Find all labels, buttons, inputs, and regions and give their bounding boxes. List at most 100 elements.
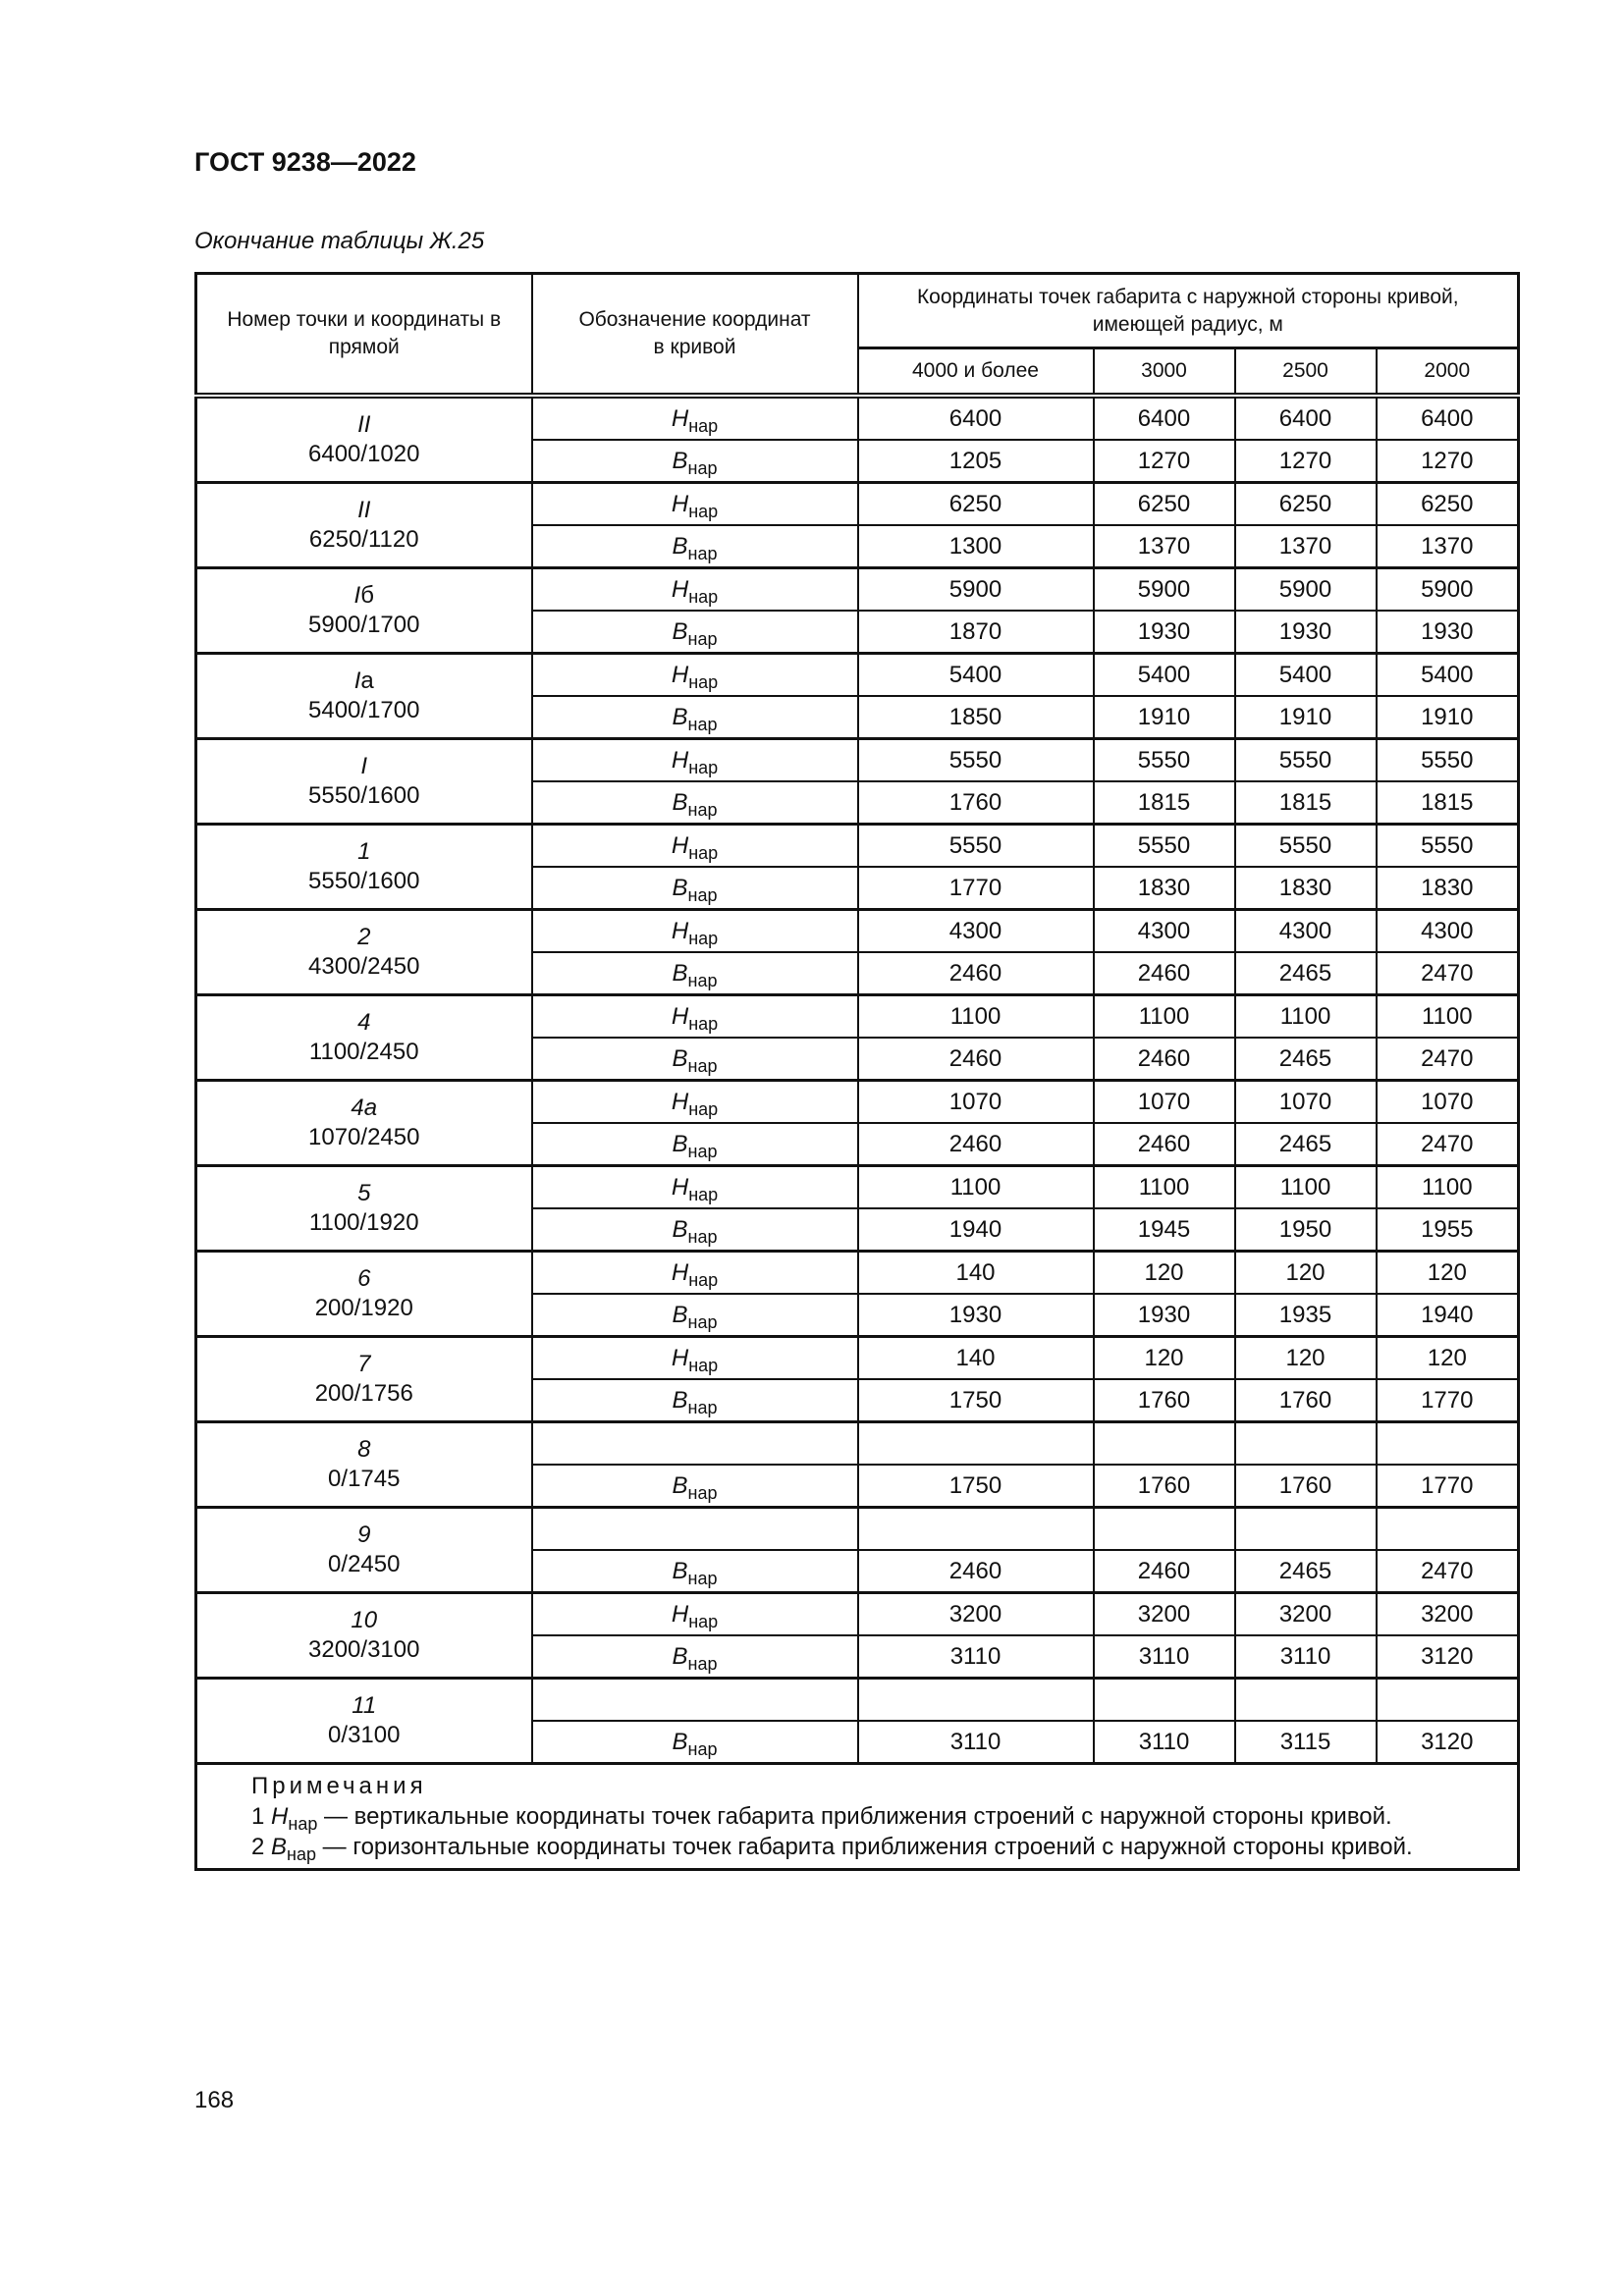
coordinate-symbol: Hнар — [530, 652, 859, 697]
empty-cell — [1233, 1506, 1378, 1551]
value-cell: 2460 — [856, 951, 1095, 996]
table-caption: Окончание таблицы Ж.25 — [194, 228, 485, 254]
table-row: Bнар 2460 2460 2465 2470 — [196, 951, 1520, 996]
symbol-letter: B — [672, 703, 688, 730]
symbol-letter: B — [672, 1557, 688, 1584]
value-cell: 1910 — [1375, 695, 1520, 740]
value-cell: 1370 — [1375, 524, 1520, 569]
symbol-letter: H — [671, 575, 689, 603]
coordinate-symbol: Hнар — [530, 566, 859, 612]
value-cell: 3200 — [1375, 1591, 1520, 1636]
notes: Примечания 1 Hнар — вертикальные координ… — [194, 1762, 1520, 1871]
table-row: Bнар 3110 3110 3115 3120 — [196, 1720, 1520, 1765]
symbol-letter: B — [672, 1044, 688, 1072]
coordinate-symbol: Bнар — [530, 695, 859, 740]
symbol-subscript: нар — [687, 1568, 718, 1588]
header-radius-2500: 2500 — [1233, 347, 1378, 399]
symbol-letter: B — [672, 1642, 688, 1670]
value-cell: 5400 — [1233, 652, 1378, 697]
value-cell: 1760 — [1233, 1378, 1378, 1423]
header-radius-3000: 3000 — [1092, 347, 1236, 399]
value-cell: 5550 — [1375, 823, 1520, 868]
coordinate-symbol: Hнар — [530, 1335, 859, 1380]
point-coords: 5550/1600 — [308, 782, 420, 809]
empty-cell — [1092, 1420, 1236, 1466]
value-cell: 1070 — [1233, 1079, 1378, 1124]
table-row: 4 1100/2450 Hнар 1100 1100 1100 1100 — [194, 993, 1520, 1082]
value-cell: 1370 — [1233, 524, 1378, 569]
value-cell: 2470 — [1375, 1037, 1520, 1082]
value-cell: 5400 — [1375, 652, 1520, 697]
symbol-subscript: нар — [687, 543, 718, 563]
table-row: I 5550/1600 Hнар 5550 5550 5550 5550 — [194, 737, 1520, 826]
symbol-subscript: нар — [687, 1055, 718, 1076]
value-cell: 4300 — [1233, 908, 1378, 953]
symbol-subscript: нар — [687, 1482, 718, 1503]
value-cell: 3200 — [1233, 1591, 1378, 1636]
value-cell: 1205 — [856, 439, 1095, 484]
note-symbol: B — [271, 1834, 288, 1860]
note-item: 1 Hнар — вертикальные координаты точек г… — [251, 1801, 1517, 1833]
value-cell: 1760 — [1233, 1464, 1378, 1509]
table-row: II 6250/1120 Hнар 6250 6250 6250 6250 — [194, 481, 1520, 569]
symbol-subscript: нар — [688, 1098, 719, 1119]
table-row: Bнар 3110 3110 3110 3120 — [196, 1634, 1520, 1680]
symbol-subscript: нар — [688, 1269, 719, 1290]
value-cell: 6250 — [856, 481, 1095, 526]
table-row: Bнар 1300 1370 1370 1370 — [196, 524, 1520, 569]
point-cell: Iб 5900/1700 — [194, 566, 533, 655]
point-cell: 11 0/3100 — [194, 1677, 533, 1765]
symbol-letter: H — [671, 404, 689, 432]
coordinate-symbol: Hнар — [530, 1164, 859, 1209]
point-label: 6 — [357, 1265, 371, 1292]
point-coords: 5550/1600 — [308, 868, 420, 894]
value-cell: 1940 — [856, 1207, 1095, 1253]
table-row: 10 3200/3100 Hнар 3200 3200 3200 3200 — [194, 1591, 1520, 1680]
value-cell: 3110 — [1233, 1634, 1378, 1680]
table-row: Iб 5900/1700 Hнар 5900 5900 5900 5900 — [194, 566, 1520, 655]
value-cell: 5550 — [856, 737, 1095, 782]
table-row: 11 0/3100 — [194, 1677, 1520, 1765]
coordinates-table: Номер точки и координаты в прямой Обозна… — [194, 272, 1521, 1871]
coordinate-symbol: Bнар — [530, 1207, 859, 1253]
value-cell: 1070 — [1375, 1079, 1520, 1124]
value-cell: 1100 — [1233, 1164, 1378, 1209]
value-cell: 1770 — [856, 866, 1095, 911]
value-cell: 1850 — [856, 695, 1095, 740]
coordinate-symbol: Bнар — [530, 1634, 859, 1680]
value-cell: 1100 — [1375, 993, 1520, 1039]
value-cell: 6250 — [1092, 481, 1236, 526]
point-label: 9 — [357, 1522, 371, 1548]
value-cell: 3200 — [1092, 1591, 1236, 1636]
symbol-subscript: нар — [687, 1226, 718, 1247]
table-row: Bнар 1750 1760 1760 1770 — [196, 1464, 1520, 1509]
value-cell: 5550 — [1233, 737, 1378, 782]
point-label: 5 — [357, 1180, 371, 1206]
value-cell: 4300 — [856, 908, 1095, 953]
point-cell: 4 1100/2450 — [194, 993, 533, 1082]
symbol-subscript: нар — [687, 457, 718, 478]
header-radius-group: Координаты точек габарита с наружной сто… — [856, 272, 1520, 349]
value-cell: 1955 — [1375, 1207, 1520, 1253]
point-cell: II 6250/1120 — [194, 481, 533, 569]
point-label: 2 — [357, 924, 371, 950]
value-cell: 3110 — [1092, 1634, 1236, 1680]
header-point: Номер точки и координаты в прямой — [194, 272, 533, 399]
symbol-letter: H — [671, 1002, 689, 1030]
value-cell: 1930 — [1375, 610, 1520, 655]
symbol-letter: B — [672, 1471, 688, 1499]
table-row: Bнар 1870 1930 1930 1930 — [196, 610, 1520, 655]
empty-cell — [856, 1420, 1095, 1466]
value-cell: 2460 — [856, 1549, 1095, 1594]
point-cell: 6 200/1920 — [194, 1250, 533, 1338]
value-cell: 5900 — [1233, 566, 1378, 612]
value-cell: 1830 — [1092, 866, 1236, 911]
symbol-letter: H — [671, 917, 689, 944]
coordinate-symbol: Hнар — [530, 1250, 859, 1295]
value-cell: 1070 — [856, 1079, 1095, 1124]
table-row: 8 0/1745 — [194, 1420, 1520, 1509]
value-cell: 3115 — [1233, 1720, 1378, 1765]
value-cell: 2460 — [1092, 1122, 1236, 1167]
coordinate-symbol: Bнар — [530, 951, 859, 996]
table-row: Bнар 1760 1815 1815 1815 — [196, 780, 1520, 826]
